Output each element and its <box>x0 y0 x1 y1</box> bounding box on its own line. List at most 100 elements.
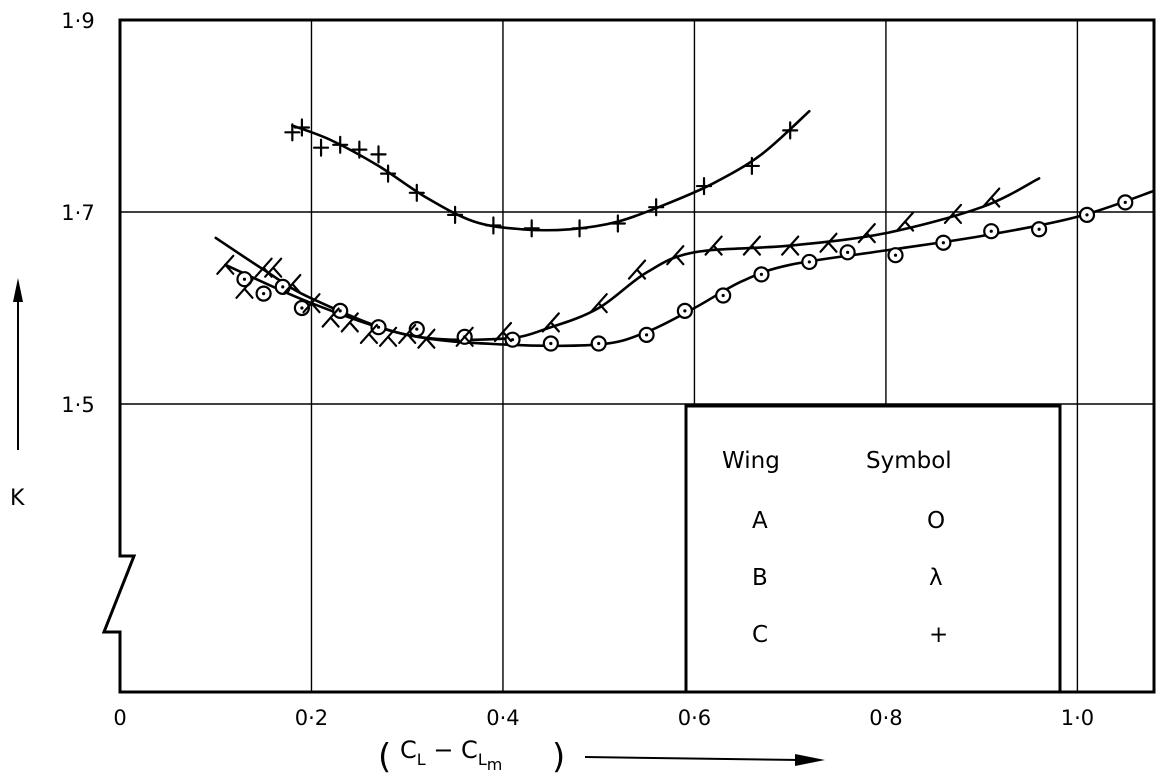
data-point-wing-a <box>1117 194 1134 211</box>
y-tick-label: 1·5 <box>61 393 94 417</box>
data-point-wing-a <box>638 326 655 343</box>
fit-curve-wing-c <box>291 109 811 232</box>
data-point-wing-b <box>340 312 359 333</box>
data-point-wing-c <box>446 205 464 224</box>
legend: Wing Symbol A B C O λ + <box>684 404 1062 694</box>
data-point-wing-b <box>982 187 1001 208</box>
data-points <box>216 118 1134 352</box>
data-point-wing-c <box>332 135 349 154</box>
data-point-wing-b <box>283 273 302 295</box>
data-point-wing-b <box>666 245 685 266</box>
legend-box <box>684 404 1062 694</box>
legend-symbol-a: O <box>927 508 945 534</box>
data-point-wing-a <box>839 244 856 261</box>
x-label-sub2: L <box>478 750 487 769</box>
data-point-wing-a <box>1031 221 1048 238</box>
x-tick-label: 0 <box>113 706 126 730</box>
data-point-wing-c <box>293 118 311 137</box>
plot-frame <box>101 18 1156 694</box>
legend-header-wing: Wing <box>722 448 780 474</box>
data-point-wing-a <box>676 302 693 319</box>
data-point-wing-c <box>370 145 387 164</box>
data-point-wing-a <box>887 247 904 264</box>
data-point-wing-b <box>493 321 513 343</box>
x-label-main: CL − CLm <box>400 736 502 774</box>
x-tick-label: 1·0 <box>1061 706 1094 730</box>
data-point-wing-c <box>695 176 713 196</box>
data-point-wing-b <box>302 293 321 314</box>
data-point-wing-b <box>417 328 436 349</box>
y-axis-label-group: K <box>10 278 25 511</box>
data-point-wing-a <box>753 266 770 283</box>
data-point-wing-b <box>216 254 235 275</box>
data-point-wing-b <box>819 232 838 253</box>
x-tick-label: 0·8 <box>869 706 902 730</box>
data-point-wing-b <box>895 211 915 232</box>
data-point-wing-b <box>455 326 474 347</box>
data-point-wing-b <box>541 312 560 333</box>
data-point-wing-c <box>351 140 368 159</box>
data-point-wing-c <box>743 156 760 176</box>
data-point-wing-b <box>627 259 647 280</box>
legend-header-symbol: Symbol <box>866 448 952 474</box>
data-point-wing-a <box>801 253 818 271</box>
data-point-wing-a <box>274 278 291 295</box>
data-point-wing-a <box>370 319 387 336</box>
data-point-wing-b <box>378 326 398 347</box>
x-axis-arrow-line <box>584 756 801 761</box>
y-axis-arrow-head <box>13 278 23 302</box>
legend-wing-a: A <box>752 508 768 534</box>
x-label-sub1: L <box>417 750 426 769</box>
data-point-wing-c <box>485 216 502 235</box>
x-label-dash-c: − C <box>426 736 478 764</box>
data-point-wing-a <box>590 335 607 352</box>
x-label-sub3: m <box>487 755 503 774</box>
data-point-wing-c <box>648 198 665 217</box>
data-point-wing-b <box>781 235 800 256</box>
x-axis-label-group: ( CL − CLm ) <box>378 736 825 777</box>
data-point-wing-a <box>504 331 521 348</box>
fit-curves <box>214 109 1156 348</box>
legend-symbol-c: + <box>929 622 948 648</box>
data-point-wing-a <box>542 335 559 352</box>
data-point-wing-a <box>715 287 732 304</box>
x-label-open-paren: ( <box>378 737 391 777</box>
x-tick-labels: 0 0·2 0·4 0·6 0·8 1·0 <box>113 706 1094 730</box>
data-point-wing-b <box>943 203 963 225</box>
data-point-wing-c <box>379 164 397 183</box>
data-point-wing-b <box>235 278 254 299</box>
data-point-wing-a <box>983 223 1000 240</box>
data-point-wing-c <box>782 121 799 140</box>
data-point-wing-a <box>236 271 253 288</box>
data-point-wing-a <box>255 285 272 302</box>
data-point-wing-c <box>284 123 301 142</box>
plot-border <box>101 18 1156 694</box>
data-point-wing-c <box>523 219 540 238</box>
x-tick-label: 0·6 <box>678 706 711 730</box>
x-label-c1: C <box>400 736 417 764</box>
data-point-wing-b <box>398 323 417 345</box>
data-point-wing-c <box>408 183 425 202</box>
data-point-wing-c <box>609 214 626 233</box>
y-tick-labels: 1·5 1·7 1·9 <box>61 9 94 417</box>
y-tick-label: 1·7 <box>61 201 94 225</box>
data-point-wing-b <box>857 223 876 244</box>
data-point-wing-a <box>332 302 349 319</box>
fit-curve-wing-b <box>214 177 1041 342</box>
data-point-wing-a <box>1078 206 1096 223</box>
data-point-wing-b <box>264 257 283 278</box>
data-point-wing-b <box>359 323 379 345</box>
legend-wing-c: C <box>752 622 768 648</box>
legend-symbol-b: λ <box>929 565 943 591</box>
data-point-wing-c <box>312 138 330 157</box>
x-tick-label: 0·4 <box>486 706 519 730</box>
data-point-wing-a <box>935 234 952 251</box>
data-point-wing-b <box>742 235 761 256</box>
y-tick-label: 1·9 <box>61 9 94 33</box>
x-tick-label: 0·2 <box>295 706 328 730</box>
legend-wing-b: B <box>752 565 768 591</box>
data-point-wing-c <box>571 219 588 238</box>
data-point-wing-b <box>254 257 273 278</box>
x-axis-arrow-head <box>795 754 825 766</box>
